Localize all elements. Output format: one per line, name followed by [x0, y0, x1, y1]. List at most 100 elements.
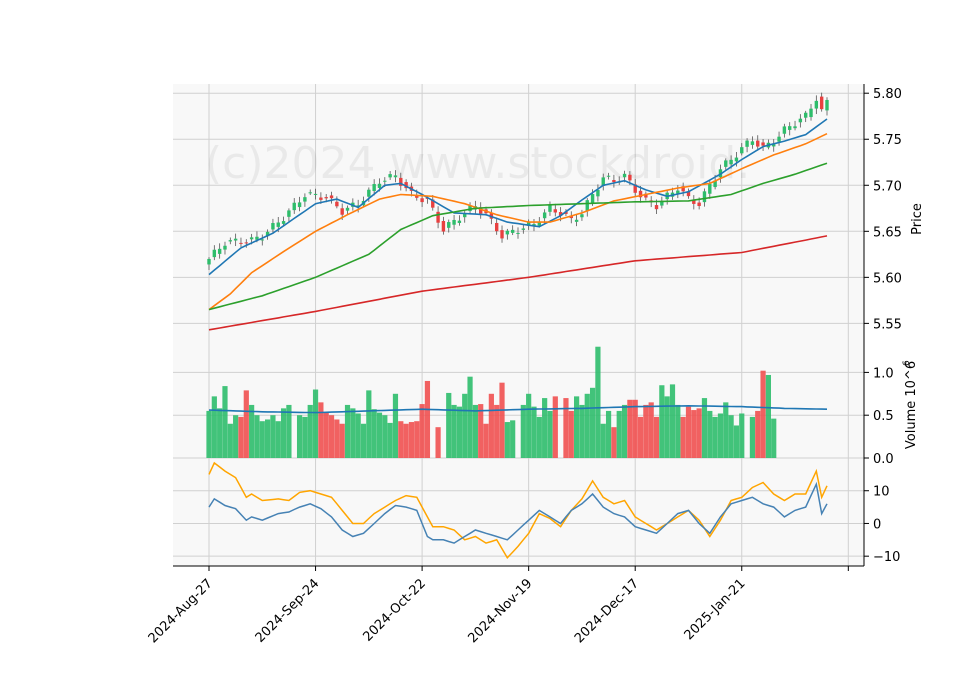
candle-body	[383, 180, 387, 182]
candle-body	[580, 214, 584, 218]
volume-tick-label: 0.0	[873, 452, 894, 467]
volume-bar	[334, 419, 340, 458]
candle-body	[335, 201, 339, 207]
volume-bar	[739, 413, 745, 458]
candle-body	[479, 207, 483, 214]
candle-body	[494, 222, 499, 232]
candle-body	[654, 205, 659, 210]
volume-bar	[462, 393, 468, 458]
candle-body	[345, 207, 350, 211]
volume-bar	[296, 415, 303, 458]
candle-body	[367, 189, 371, 197]
price-tick-label: 5.80	[873, 87, 902, 102]
candle-body	[452, 219, 456, 225]
volume-bar	[275, 421, 281, 458]
candle-body	[745, 140, 749, 147]
volume-bar	[323, 412, 329, 458]
volume-bar	[605, 410, 612, 458]
candle-body	[415, 195, 419, 198]
candle-body	[548, 204, 552, 212]
price-moving-average	[208, 118, 828, 276]
volume-bar	[414, 421, 420, 458]
candle-body	[271, 223, 275, 230]
volume-bar	[504, 422, 510, 458]
price-layer	[207, 92, 829, 331]
volume-bar	[595, 346, 601, 458]
volume-bar	[286, 404, 292, 458]
volume-bar	[701, 398, 708, 458]
volume-bar	[254, 415, 260, 458]
volume-bar	[302, 416, 308, 458]
volume-bar	[312, 389, 319, 458]
volume-bar	[616, 410, 622, 458]
volume-bar	[435, 427, 441, 458]
volume-bar	[685, 406, 692, 458]
candle-body	[447, 222, 451, 228]
volume-bar	[765, 374, 771, 458]
volume-bar	[328, 415, 335, 458]
volume-bar	[451, 404, 457, 458]
volume-bar	[446, 392, 452, 458]
candle-body	[542, 212, 547, 219]
candle-body	[825, 99, 829, 111]
volume-bar	[637, 416, 644, 458]
candle-body	[463, 213, 467, 218]
candle-body	[399, 177, 403, 186]
volume-bar	[371, 409, 377, 458]
volume-bar	[360, 423, 367, 458]
candle-body	[729, 159, 733, 165]
indicator-tick-label: 10	[873, 485, 890, 500]
volume-bar	[563, 398, 569, 458]
candle-body	[819, 96, 824, 110]
volume-bar	[669, 384, 676, 458]
candle-body	[260, 239, 264, 241]
volume-bar	[478, 404, 484, 458]
grid-lines	[173, 84, 864, 566]
candle-body	[500, 230, 504, 239]
volume-bar	[307, 404, 313, 458]
volume-bar	[392, 393, 399, 458]
candle-body	[734, 157, 739, 162]
watermark: (c)2024 www.stockdroid.	[205, 138, 750, 189]
volume-bar	[771, 418, 777, 458]
volume-bar	[717, 413, 724, 458]
candle-body	[319, 197, 323, 200]
price-tick-label: 5.65	[873, 225, 902, 240]
volume-bar	[238, 416, 244, 458]
candle-body	[516, 232, 520, 234]
candle-body	[686, 191, 691, 197]
candle-body	[212, 249, 217, 258]
price-panel	[173, 84, 864, 351]
candle-body	[788, 126, 792, 130]
candle-body	[526, 222, 531, 226]
volume-bar	[760, 370, 766, 458]
price-axis-label: Price	[910, 203, 925, 235]
candle-body	[244, 242, 248, 244]
volume-bar	[696, 408, 702, 458]
volume-bar	[584, 393, 590, 458]
candle-body	[217, 248, 222, 254]
indicator-tick-label: −10	[873, 550, 900, 565]
candle-body	[276, 222, 280, 227]
candle-body	[510, 229, 515, 233]
candle-body	[281, 221, 286, 224]
candle-body	[340, 208, 344, 215]
volume-bar	[675, 404, 681, 458]
volume-bar	[355, 413, 361, 458]
volume-bar	[691, 410, 697, 458]
volume-bar	[270, 415, 276, 458]
volume-bar	[483, 423, 489, 458]
price-tick-label: 5.75	[873, 133, 902, 148]
volume-bar	[472, 404, 478, 458]
volume-bar	[749, 416, 756, 458]
candle-body	[681, 186, 685, 192]
candle-body	[585, 200, 589, 212]
candle-body	[287, 210, 291, 217]
price-moving-average	[208, 162, 828, 311]
volume-bar	[243, 390, 249, 458]
candle-body	[622, 173, 627, 178]
candle-body	[431, 199, 435, 208]
volume-bar	[627, 399, 633, 458]
candle-body	[713, 180, 717, 188]
